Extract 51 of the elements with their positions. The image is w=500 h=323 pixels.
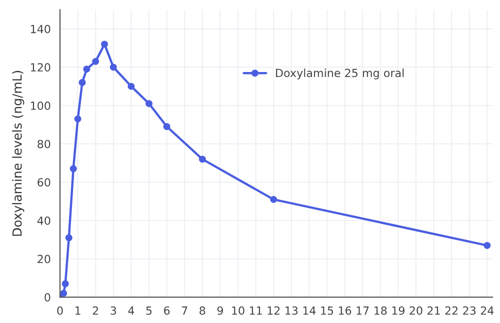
y-axis-title: Doxylamine levels (ng/mL) — [12, 70, 24, 236]
x-tick-label: 1 — [75, 306, 80, 315]
x-tick-label: 24 — [480, 306, 494, 315]
x-tick-label: 12 — [268, 306, 280, 315]
x-tick-label: 2 — [92, 306, 98, 315]
x-tick-label: 15 — [321, 306, 334, 315]
point — [163, 123, 170, 130]
point — [101, 40, 108, 48]
x-tick-label: 8 — [200, 306, 206, 315]
point — [128, 82, 135, 90]
y-tick-label: 20 — [38, 254, 50, 264]
point — [92, 58, 100, 65]
y-tick-label: 0 — [44, 293, 50, 302]
point — [62, 280, 69, 288]
y-tick-label: 40 — [37, 216, 50, 225]
point — [70, 165, 77, 172]
point — [74, 115, 82, 122]
x-tick-label: 5 — [146, 306, 152, 315]
x-tick-label: 22 — [445, 306, 458, 315]
x-tick-label: 11 — [250, 306, 262, 315]
x-tick-label: 21 — [428, 306, 440, 315]
y-tick-label: 60 — [38, 178, 50, 187]
x-tick-label: 6 — [164, 306, 170, 315]
x-tick-label: 7 — [182, 306, 188, 315]
x-tick-label: 13 — [286, 306, 298, 315]
point — [83, 66, 90, 73]
x-tick-label: 10 — [232, 306, 244, 315]
x-tick-label: 17 — [356, 306, 369, 315]
x-tick-label: 18 — [374, 306, 387, 315]
point — [146, 100, 152, 108]
y-tick-label: 80 — [38, 140, 50, 148]
x-tick-label: 3 — [110, 306, 116, 315]
legend-label: Doxylamine 25 mg oral — [276, 68, 404, 80]
x-tick-label: 19 — [392, 306, 404, 315]
point — [198, 156, 206, 163]
point — [65, 234, 72, 242]
point — [60, 290, 68, 297]
point — [270, 196, 278, 203]
point — [110, 64, 117, 71]
x-tick-label: 14 — [303, 306, 316, 315]
x-tick-label: 23 — [463, 306, 476, 315]
y-tick-label: 100 — [30, 101, 50, 110]
x-tick-label: 16 — [338, 306, 352, 315]
x-tick-label: 4 — [128, 306, 134, 315]
x-tick-label: 20 — [410, 306, 422, 315]
point — [78, 79, 86, 86]
x-tick-label: 0 — [57, 306, 63, 315]
x-tick-label: 9 — [217, 306, 223, 315]
y-tick-label: 140 — [30, 24, 50, 34]
y-tick-label: 120 — [30, 63, 50, 72]
point — [484, 242, 491, 249]
